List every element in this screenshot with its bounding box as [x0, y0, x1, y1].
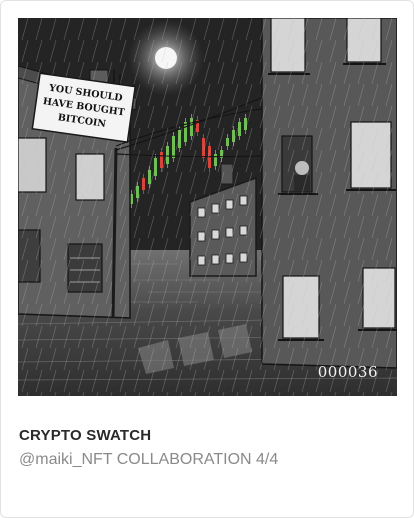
- protest-sign: YOU SHOULD HAVE BOUGHT BITCOIN: [31, 72, 137, 143]
- nft-subtitle[interactable]: @maiki_NFT COLLABORATION 4/4: [19, 451, 279, 468]
- artwork-illustration: YOU SHOULD HAVE BOUGHT BITCOIN: [18, 18, 397, 396]
- nft-title[interactable]: CRYPTO SWATCH: [19, 427, 152, 444]
- rain: [18, 18, 397, 396]
- nft-artwork[interactable]: YOU SHOULD HAVE BOUGHT BITCOIN 000036: [18, 18, 397, 396]
- serial-number: 000036: [317, 363, 378, 381]
